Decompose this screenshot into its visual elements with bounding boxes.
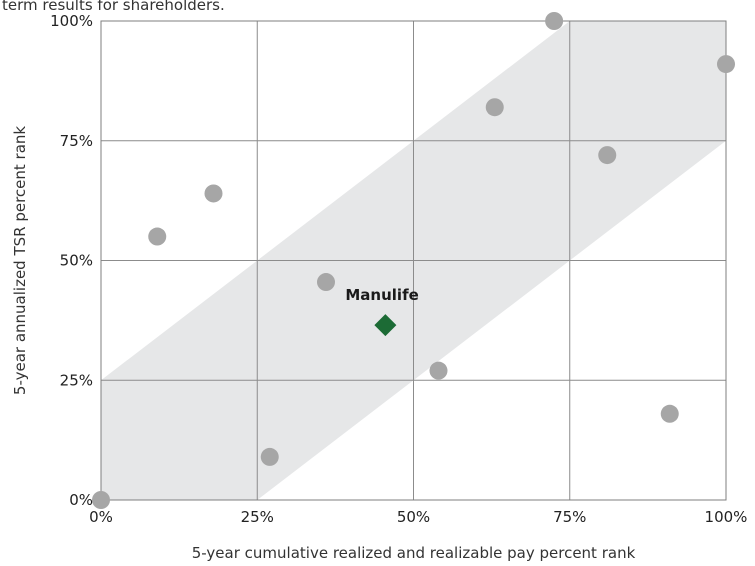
y-tick-label: 0% bbox=[69, 491, 93, 509]
plot-border bbox=[100, 20, 727, 501]
peer-point bbox=[660, 404, 679, 423]
peer-point bbox=[485, 98, 504, 117]
peer-point bbox=[429, 361, 448, 380]
peer-point bbox=[260, 447, 279, 466]
x-tick-label: 100% bbox=[705, 508, 748, 526]
x-tick-label: 0% bbox=[89, 508, 113, 526]
x-tick-label: 25% bbox=[241, 508, 274, 526]
peer-points bbox=[92, 12, 735, 509]
peer-point bbox=[598, 146, 617, 165]
peer-point bbox=[204, 184, 223, 203]
manulife-marker bbox=[374, 314, 397, 337]
y-tick-label: 100% bbox=[50, 12, 93, 30]
x-axis-title: 5-year cumulative realized and realizabl… bbox=[192, 544, 636, 562]
manulife-label: Manulife bbox=[345, 286, 418, 304]
y-tick-label: 25% bbox=[60, 371, 93, 389]
peer-point bbox=[317, 273, 335, 292]
peer-point bbox=[545, 12, 564, 30]
header-text: term results for shareholders. bbox=[2, 0, 225, 14]
peer-point bbox=[148, 227, 167, 246]
peer-point bbox=[92, 491, 110, 509]
y-axis-title: 5-year annualized TSR percent rank bbox=[11, 126, 29, 396]
x-tick-label: 75% bbox=[553, 508, 586, 526]
y-tick-label: 50% bbox=[60, 252, 93, 270]
gridlines bbox=[101, 21, 726, 500]
peer-point bbox=[717, 55, 735, 74]
y-tick-labels: 0% 25% 50% 75% 100% bbox=[50, 12, 93, 509]
x-tick-label: 50% bbox=[397, 508, 430, 526]
x-tick-labels: 0% 25% 50% 75% 100% bbox=[89, 508, 747, 526]
plot-area: Manulife bbox=[92, 12, 735, 509]
y-tick-label: 75% bbox=[60, 132, 93, 150]
